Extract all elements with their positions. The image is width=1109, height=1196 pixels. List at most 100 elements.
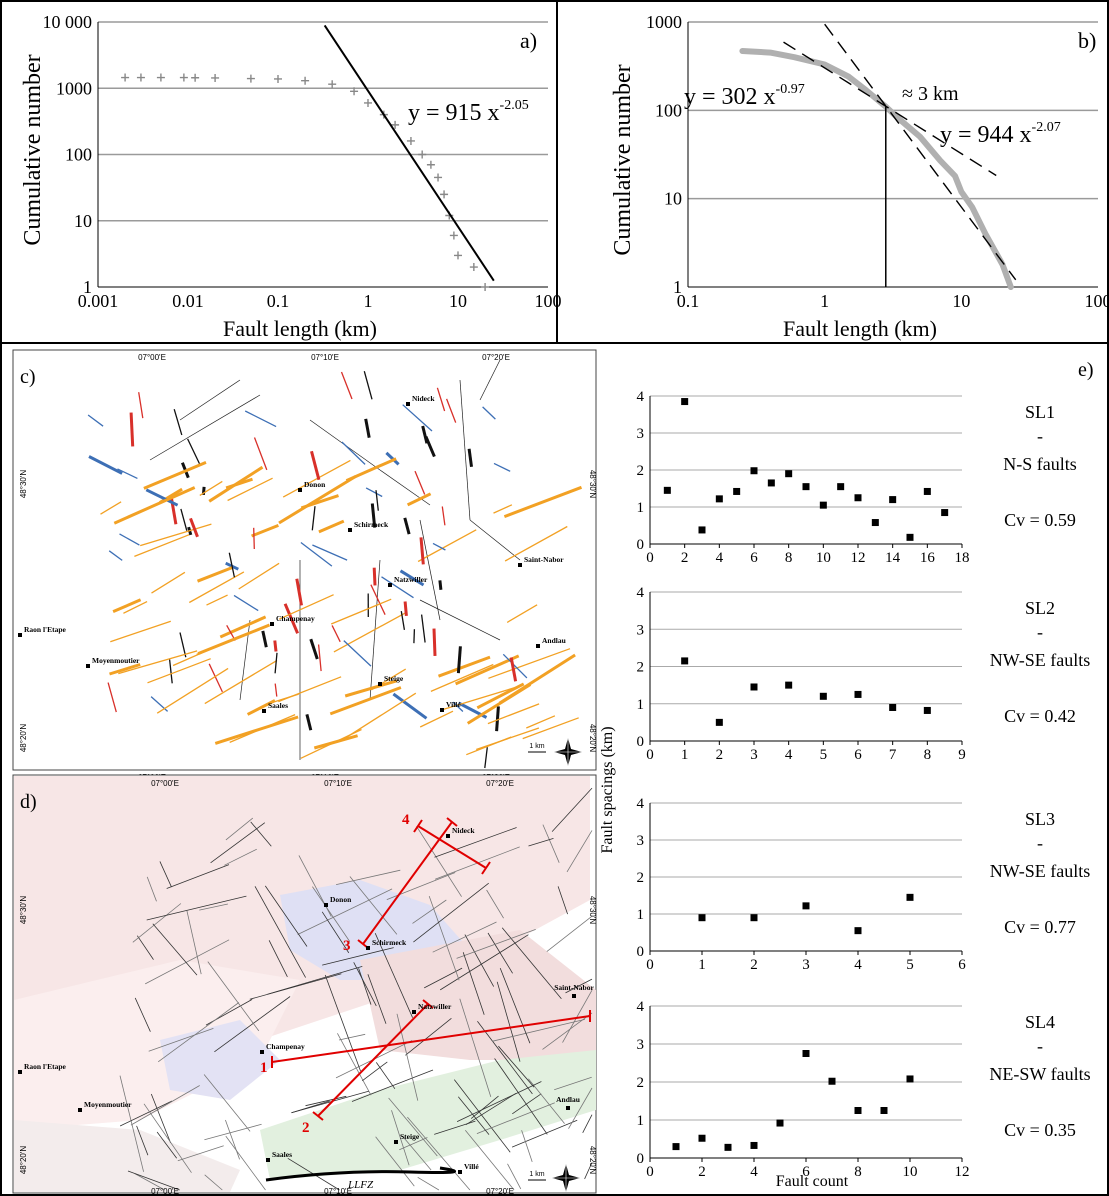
panel-c-fault-segment (344, 679, 398, 698)
panel-d-fault-segment (507, 1163, 522, 1190)
panel-a-data-point (418, 150, 427, 159)
panel-d-lon-1: 07°00'E (151, 779, 179, 788)
panel-c-fault-segment (309, 638, 319, 660)
panel-e-x-tick-label: 18 (955, 550, 970, 566)
panel-d-fault-segment (152, 923, 198, 976)
panel-d-fault-segment (322, 947, 394, 966)
panel-c-fault-segment (342, 692, 417, 741)
panel-c-lat-right-1: 48°30'N (588, 470, 597, 499)
panel-b-fit-line-1 (783, 41, 997, 177)
panel-c-fault-segment (87, 414, 104, 427)
panel-c-fault-segment (310, 450, 321, 481)
panel-d-lon-bottom-1: 07°00'E (151, 1187, 179, 1196)
panel-c-fault-segment (370, 503, 377, 528)
panel-c-town-marker (388, 583, 392, 587)
panel-d-fault-segment (186, 910, 202, 975)
panel-e-cv: Cv = 0.59 (1004, 510, 1076, 530)
panel-c-fault-segment (312, 544, 348, 561)
panel-c-fault-segment (467, 448, 473, 467)
panel-e-data-point (663, 486, 671, 494)
panel-c-fault-segment (439, 685, 521, 712)
panel-c-fault-segment (274, 683, 278, 697)
panel-c-fault-trace (479, 359, 501, 401)
panel-d-north-arrow-icon (552, 1164, 580, 1192)
panel-a-data-point (156, 73, 165, 82)
panel-e-dash: - (1037, 833, 1043, 853)
panel-c-fault-segment (331, 625, 341, 643)
scanline-4-end-tick (481, 861, 491, 875)
panel-c-fault-segment (413, 629, 416, 644)
panel-d-fault-segment (501, 927, 562, 1000)
panel-d-fault-segment (127, 1170, 180, 1191)
panel-d-town-label: Donon (330, 895, 352, 904)
panel-a-data-point (136, 73, 145, 82)
panel-d-fault-segment (150, 1093, 171, 1144)
panel-e-x-tick-label: 12 (955, 1164, 970, 1180)
scanline-3 (362, 821, 453, 945)
panel-d-fault-segment (416, 826, 462, 897)
panel-d-fault-segment (528, 1078, 565, 1124)
panel-d-fault-segment (134, 1173, 165, 1191)
panel-c-fault-segment (454, 654, 520, 686)
panel-c-fault-segment (436, 387, 446, 412)
panel-c-fault-segment (180, 508, 188, 531)
panel-d-scanlines (271, 817, 591, 1121)
panel-e-data-point (923, 706, 931, 714)
panel-c-fault-segment (526, 715, 556, 729)
panel-e-x-tick-label: 6 (802, 1164, 810, 1180)
panel-e-data-point (785, 681, 793, 689)
panel-b-break-label: ≈ 3 km (902, 83, 959, 105)
panel-c-fault-segment (208, 663, 223, 693)
panel-e-data-point (871, 519, 879, 527)
panel-d-town-marker (566, 1106, 570, 1110)
panel-d-geology-units (14, 776, 596, 1192)
panel-d-fault-segment (542, 824, 560, 863)
panel-d-town-marker (458, 1170, 462, 1174)
panel-e-data-point (854, 690, 862, 698)
panel-c-fault-segment (143, 461, 207, 490)
llfz-fault-line (265, 1166, 456, 1182)
panel-c-fault-trace (179, 379, 241, 421)
panel-e-y-tick-label: 0 (637, 944, 645, 960)
panel-a-data-point (328, 80, 337, 89)
panel-c-fault-segment (420, 614, 426, 643)
panel-c-tag: c) (20, 366, 36, 388)
panel-d-fault-segment (464, 934, 495, 987)
panel-a-eq-main: y = 915 x (408, 100, 500, 126)
panel-a-x-tick-label: 1 (364, 291, 373, 311)
panel-c-fault-segment (466, 736, 512, 756)
panel-d-fault-segment (428, 895, 460, 981)
panel-c-fault-segment (476, 682, 525, 710)
panel-c-fault-segment (282, 459, 351, 498)
panel-a-data-point (211, 73, 220, 82)
panel-d-fault-segment (456, 1081, 542, 1122)
panel-c-fault-trace (419, 519, 441, 621)
panel-a-data-point (440, 190, 449, 199)
panel-e-data-point (880, 1107, 888, 1114)
scanline-4-number: 4 (402, 812, 410, 828)
panel-a-data-point (274, 74, 282, 83)
panel-c-fault-segment (445, 398, 457, 423)
panel-d-fault-segment (511, 1119, 578, 1148)
panel-c-lat-2: 48°20'N (19, 724, 28, 753)
panel-e-y-tick-label: 2 (637, 870, 645, 886)
panel-c-fault-segment (196, 645, 218, 656)
panel-a-data-point (364, 98, 372, 107)
panel-d-fault-segment (375, 1062, 396, 1090)
panel-c-fault-segment (228, 552, 236, 578)
panel-c-town-label: Steige (384, 674, 404, 683)
panel-d-fault-segment (453, 1079, 511, 1153)
panel-e-fault-set: NW-SE faults (990, 650, 1091, 670)
panel-e-y-tick-label: 4 (637, 389, 645, 405)
panel-a-ylabel: Cumulative number (20, 54, 46, 245)
panel-c-town-marker (270, 622, 274, 626)
panel-d-fault-segment (568, 1087, 593, 1129)
panel-c-town-marker (518, 563, 522, 567)
panel-d-fault-segment (566, 830, 593, 873)
panel-a-y-tick-label: 1 (83, 277, 92, 297)
panel-d-fault-segment (405, 1017, 452, 1056)
panel-d-fault-segment (464, 1129, 515, 1191)
panel-d-fault-segment (305, 1095, 347, 1107)
panel-d-fault-segment (528, 838, 554, 847)
panel-a-xlabel: Fault length (km) (223, 316, 377, 341)
